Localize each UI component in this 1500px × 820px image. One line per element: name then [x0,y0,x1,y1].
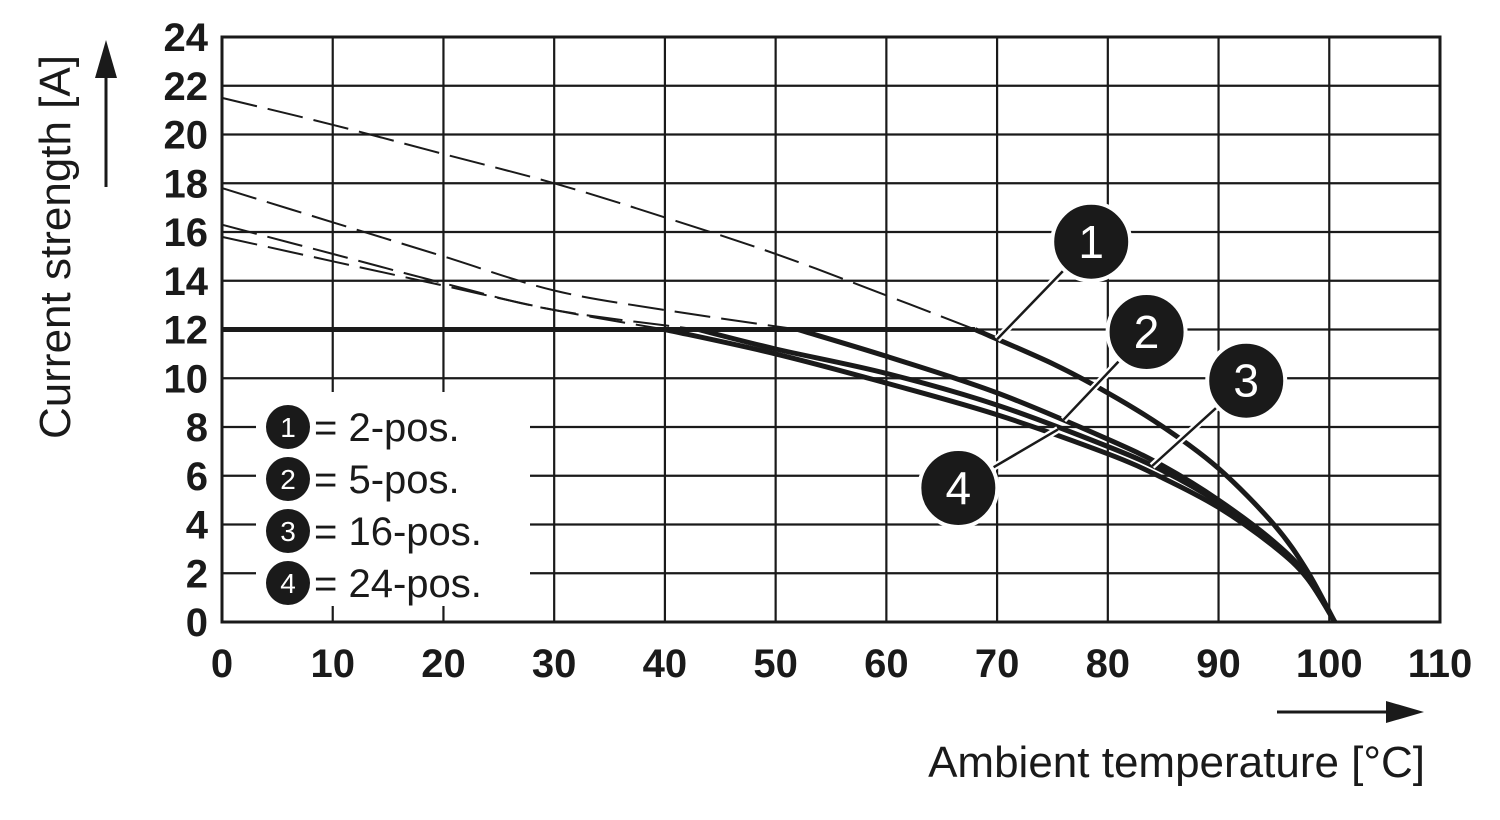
legend-item: 2 = 5-pos. [266,457,460,502]
callout-marker [1050,200,1133,283]
x-tick-label: 110 [1408,642,1473,686]
legend-item: 4 = 24-pos. [266,561,482,606]
x-tick-label: 100 [1296,642,1363,686]
y-tick-label: 22 [164,65,209,109]
legend-marker [266,405,310,449]
x-axis-arrow [1277,701,1424,723]
plot-frame-group [220,35,1442,624]
callout-marker [1205,339,1288,422]
y-tick-label: 10 [164,357,209,401]
legend-marker [266,509,310,553]
legend-marker-number: 3 [280,516,296,547]
y-tick-label: 8 [186,406,208,450]
callout-number: 2 [1134,306,1160,358]
legend-marker [266,561,310,605]
x-tick-label: 30 [532,642,577,686]
x-tick-label: 0 [211,642,233,686]
legend-label: = 16-pos. [314,510,482,554]
x-tick-label: 50 [753,642,798,686]
legend-marker-number: 1 [280,412,296,443]
legend-marker-number: 4 [280,568,296,599]
legend-marker [266,457,310,501]
y-tick-label: 2 [186,552,208,596]
y-tick-label: 14 [164,260,209,304]
y-tick-label: 4 [186,504,209,548]
callout-2: 2 [1060,290,1188,423]
y-tick-label: 6 [186,455,208,499]
callout-leader [1151,405,1219,467]
y-axis-title: Current strength [A] [31,55,80,439]
derating-curve-1 [973,327,1337,624]
legend-item: 1 = 2-pos. [266,405,460,450]
dashed-curve-4 [221,235,666,331]
x-tick-label: 10 [310,642,355,686]
dashed-curve-2 [221,187,798,331]
derating-curve-4 [664,327,1337,624]
callout-number: 3 [1233,355,1259,407]
callout-leader [996,268,1066,341]
x-tick-labels: 0 10 20 30 40 50 60 70 80 90 100 110 [211,642,1472,686]
dashed-curve-1 [221,96,976,331]
callout-number: 1 [1078,216,1104,268]
legend-marker-number: 2 [280,464,296,495]
y-tick-label: 18 [164,162,209,206]
callout-marker [1105,290,1188,373]
legend-label: = 2-pos. [314,406,460,450]
x-tick-label: 20 [421,642,466,686]
callout-1: 1 [994,200,1133,342]
legend-item: 3 = 16-pos. [266,509,482,554]
y-tick-label: 12 [164,309,209,353]
dashed-curve-3 [221,223,699,331]
callout-3: 3 [1149,339,1288,469]
callout-leader [1062,358,1122,421]
callout-number: 4 [946,462,972,514]
legend: 1 = 2-pos. 2 = 5-pos. 3 = 16-pos. 4 = 24-pos. [256,392,530,606]
curve-callouts: 12 3 4 [917,200,1288,529]
x-tick-label: 90 [1196,642,1241,686]
callout-4: 4 [917,426,1060,529]
y-tick-label: 20 [164,114,209,158]
y-tick-label: 24 [164,16,209,60]
y-tick-label: 16 [164,211,209,255]
x-tick-label: 70 [975,642,1020,686]
x-tick-label: 80 [1086,642,1131,686]
y-axis-arrow [95,40,117,187]
x-tick-label: 60 [864,642,909,686]
x-tick-label: 40 [643,642,688,686]
callout-leader [990,428,1059,470]
legend-label: = 24-pos. [314,562,482,606]
legend-label: = 5-pos. [314,458,460,502]
series-curves [664,327,1337,624]
plot-frame [220,35,1442,624]
dashed-extensions [221,96,976,331]
x-axis-title: Ambient temperature [°C] [928,738,1425,787]
callout-marker [917,446,1000,529]
y-tick-label: 0 [186,601,208,645]
